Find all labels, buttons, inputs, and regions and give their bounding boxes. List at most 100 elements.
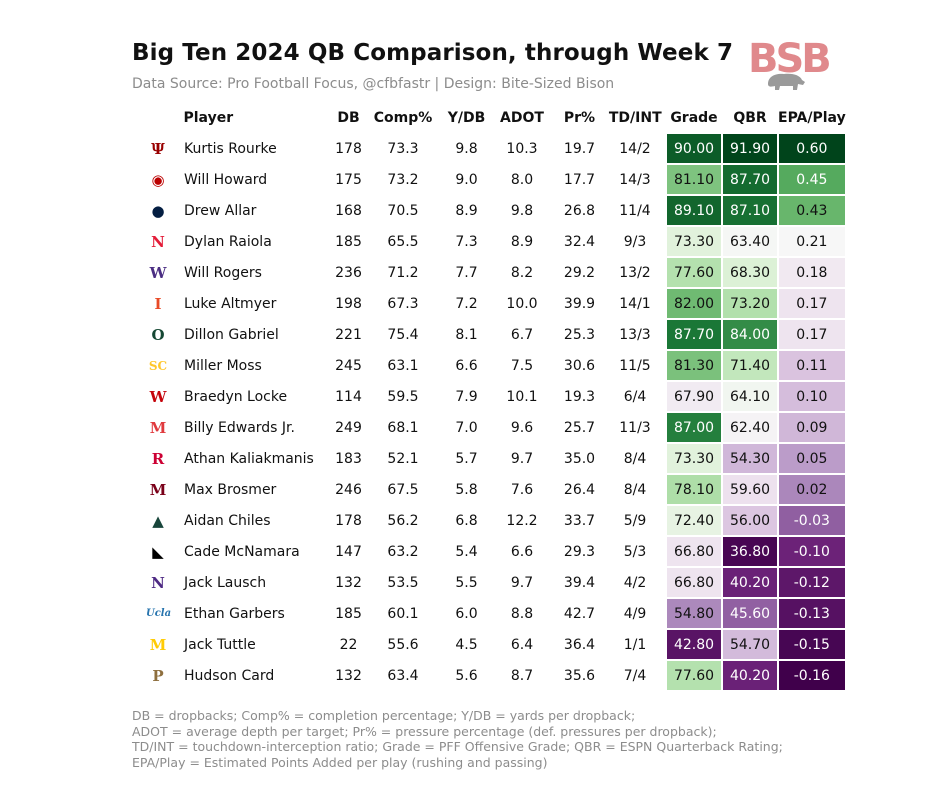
cell-epa: 0.18 xyxy=(777,256,847,289)
maryland-icon: M xyxy=(149,418,167,437)
table-row: N Jack Lausch 132 53.5 5.5 9.7 39.4 4/2 66.80 40.… xyxy=(132,566,847,599)
player-name: Braedyn Locke xyxy=(183,380,335,413)
cell-qbr: 68.30 xyxy=(721,256,779,289)
footnote-line: DB = dropbacks; Comp% = completion perce… xyxy=(132,708,636,723)
cell-grade: 87.00 xyxy=(665,411,723,444)
header-logo xyxy=(133,104,184,133)
cell-qbr: 73.20 xyxy=(721,287,779,320)
cell-tdint: 1/1 xyxy=(604,628,667,661)
table-row: R Athan Kaliakmanis 183 52.1 5.7 9.7 35.0 8/4 73… xyxy=(132,442,847,475)
cell-db: 175 xyxy=(334,163,363,196)
wisconsin-icon: W xyxy=(149,387,167,406)
cell-comp: 56.2 xyxy=(362,504,444,537)
cell-comp: 67.5 xyxy=(362,473,444,506)
cell-tdint: 13/3 xyxy=(604,318,667,351)
player-name: Ethan Garbers xyxy=(183,597,335,630)
cell-adot: 8.2 xyxy=(489,256,555,289)
cell-epa: -0.16 xyxy=(777,659,847,692)
cell-pr: 36.4 xyxy=(554,628,605,661)
cell-adot: 8.7 xyxy=(489,659,555,692)
cell-adot: 9.7 xyxy=(489,566,555,599)
cell-ydb: 6.8 xyxy=(443,504,490,537)
cell-db: 178 xyxy=(334,504,363,537)
player-name: Billy Edwards Jr. xyxy=(183,411,335,444)
cell-qbr: 62.40 xyxy=(721,411,779,444)
table-row: M Max Brosmer 246 67.5 5.8 7.6 26.4 8/4 78.10 59.… xyxy=(132,473,847,506)
player-name: Cade McNamara xyxy=(183,535,335,568)
cell-comp: 55.6 xyxy=(362,628,444,661)
cell-pr: 19.7 xyxy=(554,132,605,165)
player-name: Will Rogers xyxy=(183,256,335,289)
cell-adot: 10.3 xyxy=(489,132,555,165)
cell-epa: 0.10 xyxy=(777,380,847,413)
team-logo-cell: N xyxy=(132,566,184,599)
cell-db: 221 xyxy=(334,318,363,351)
table-row: ● Drew Allar 168 70.5 8.9 9.8 26.8 11/4 89.10 87.… xyxy=(132,194,847,227)
cell-tdint: 7/4 xyxy=(604,659,667,692)
table-row: M Billy Edwards Jr. 249 68.1 7.0 9.6 25.7 11/3 8… xyxy=(132,411,847,444)
cell-qbr: 87.70 xyxy=(721,163,779,196)
oregon-icon: O xyxy=(151,325,165,344)
cell-comp: 63.1 xyxy=(362,349,444,382)
cell-ydb: 6.6 xyxy=(443,349,490,382)
header-row: Player DB Comp% Y/DB ADOT Pr% TD/INT Gra… xyxy=(133,104,846,133)
cell-qbr: 54.30 xyxy=(721,442,779,475)
cell-ydb: 9.0 xyxy=(443,163,490,196)
cell-epa: 0.17 xyxy=(777,287,847,320)
table-body: Ψ Kurtis Rourke 178 73.3 9.8 10.3 19.7 14/2 90.0… xyxy=(132,132,847,692)
cell-epa: 0.60 xyxy=(777,132,847,165)
cell-ydb: 8.9 xyxy=(443,194,490,227)
player-name: Dylan Raiola xyxy=(183,225,335,258)
table-row: Ψ Kurtis Rourke 178 73.3 9.8 10.3 19.7 14/2 90.0… xyxy=(132,132,847,165)
cell-qbr: 40.20 xyxy=(721,566,779,599)
penn-state-icon: ● xyxy=(151,201,165,220)
cell-adot: 9.8 xyxy=(489,194,555,227)
cell-pr: 42.7 xyxy=(554,597,605,630)
purdue-icon: P xyxy=(152,666,164,685)
cell-grade: 42.80 xyxy=(665,628,723,661)
table-row: P Hudson Card 132 63.4 5.6 8.7 35.6 7/4 77.60 40.… xyxy=(132,659,847,692)
cell-comp: 68.1 xyxy=(362,411,444,444)
cell-ydb: 5.4 xyxy=(443,535,490,568)
cell-comp: 67.3 xyxy=(362,287,444,320)
cell-grade: 72.40 xyxy=(665,504,723,537)
table-row: O Dillon Gabriel 221 75.4 8.1 6.7 25.3 13/3 87.7… xyxy=(132,318,847,351)
table-row: ◣ Cade McNamara 147 63.2 5.4 6.6 29.3 5/3 66.80 3… xyxy=(132,535,847,568)
cell-pr: 17.7 xyxy=(554,163,605,196)
cell-pr: 39.9 xyxy=(554,287,605,320)
table-row: ◉ Will Howard 175 73.2 9.0 8.0 17.7 14/3 81.10 87… xyxy=(132,163,847,196)
cell-comp: 70.5 xyxy=(362,194,444,227)
footnote-line: TD/INT = touchdown-interception ratio; G… xyxy=(132,739,783,754)
team-logo-cell: Ucla xyxy=(132,597,184,630)
cell-grade: 89.10 xyxy=(665,194,723,227)
cell-grade: 73.30 xyxy=(665,225,723,258)
header-adot: ADOT xyxy=(500,110,544,127)
cell-grade: 81.10 xyxy=(665,163,723,196)
cell-adot: 6.6 xyxy=(489,535,555,568)
footnote: DB = dropbacks; Comp% = completion perce… xyxy=(132,708,783,770)
cell-qbr: 40.20 xyxy=(721,659,779,692)
team-logo-cell: P xyxy=(132,659,184,692)
cell-qbr: 87.10 xyxy=(721,194,779,227)
cell-comp: 52.1 xyxy=(362,442,444,475)
table-row: SC Miller Moss 245 63.1 6.6 7.5 30.6 11/5 81.30 7… xyxy=(132,349,847,382)
cell-pr: 32.4 xyxy=(554,225,605,258)
header-db: DB xyxy=(337,110,360,127)
cell-adot: 9.7 xyxy=(489,442,555,475)
table-row: W Braedyn Locke 114 59.5 7.9 10.1 19.3 6/4 67.90… xyxy=(132,380,847,413)
northwestern-icon: N xyxy=(151,573,165,592)
cell-ydb: 7.2 xyxy=(443,287,490,320)
footnote-line: EPA/Play = Estimated Points Added per pl… xyxy=(132,754,548,770)
cell-db: 236 xyxy=(334,256,363,289)
cell-grade: 73.30 xyxy=(665,442,723,475)
illinois-icon: I xyxy=(154,294,162,313)
table-row: I Luke Altmyer 198 67.3 7.2 10.0 39.9 14/1 82.00… xyxy=(132,287,847,320)
player-name: Max Brosmer xyxy=(183,473,335,506)
player-name: Athan Kaliakmanis xyxy=(183,442,335,475)
cell-ydb: 4.5 xyxy=(443,628,490,661)
cell-db: 114 xyxy=(334,380,363,413)
player-name: Jack Tuttle xyxy=(183,628,335,661)
cell-pr: 35.0 xyxy=(554,442,605,475)
cell-qbr: 45.60 xyxy=(721,597,779,630)
team-logo-cell: W xyxy=(132,256,184,289)
